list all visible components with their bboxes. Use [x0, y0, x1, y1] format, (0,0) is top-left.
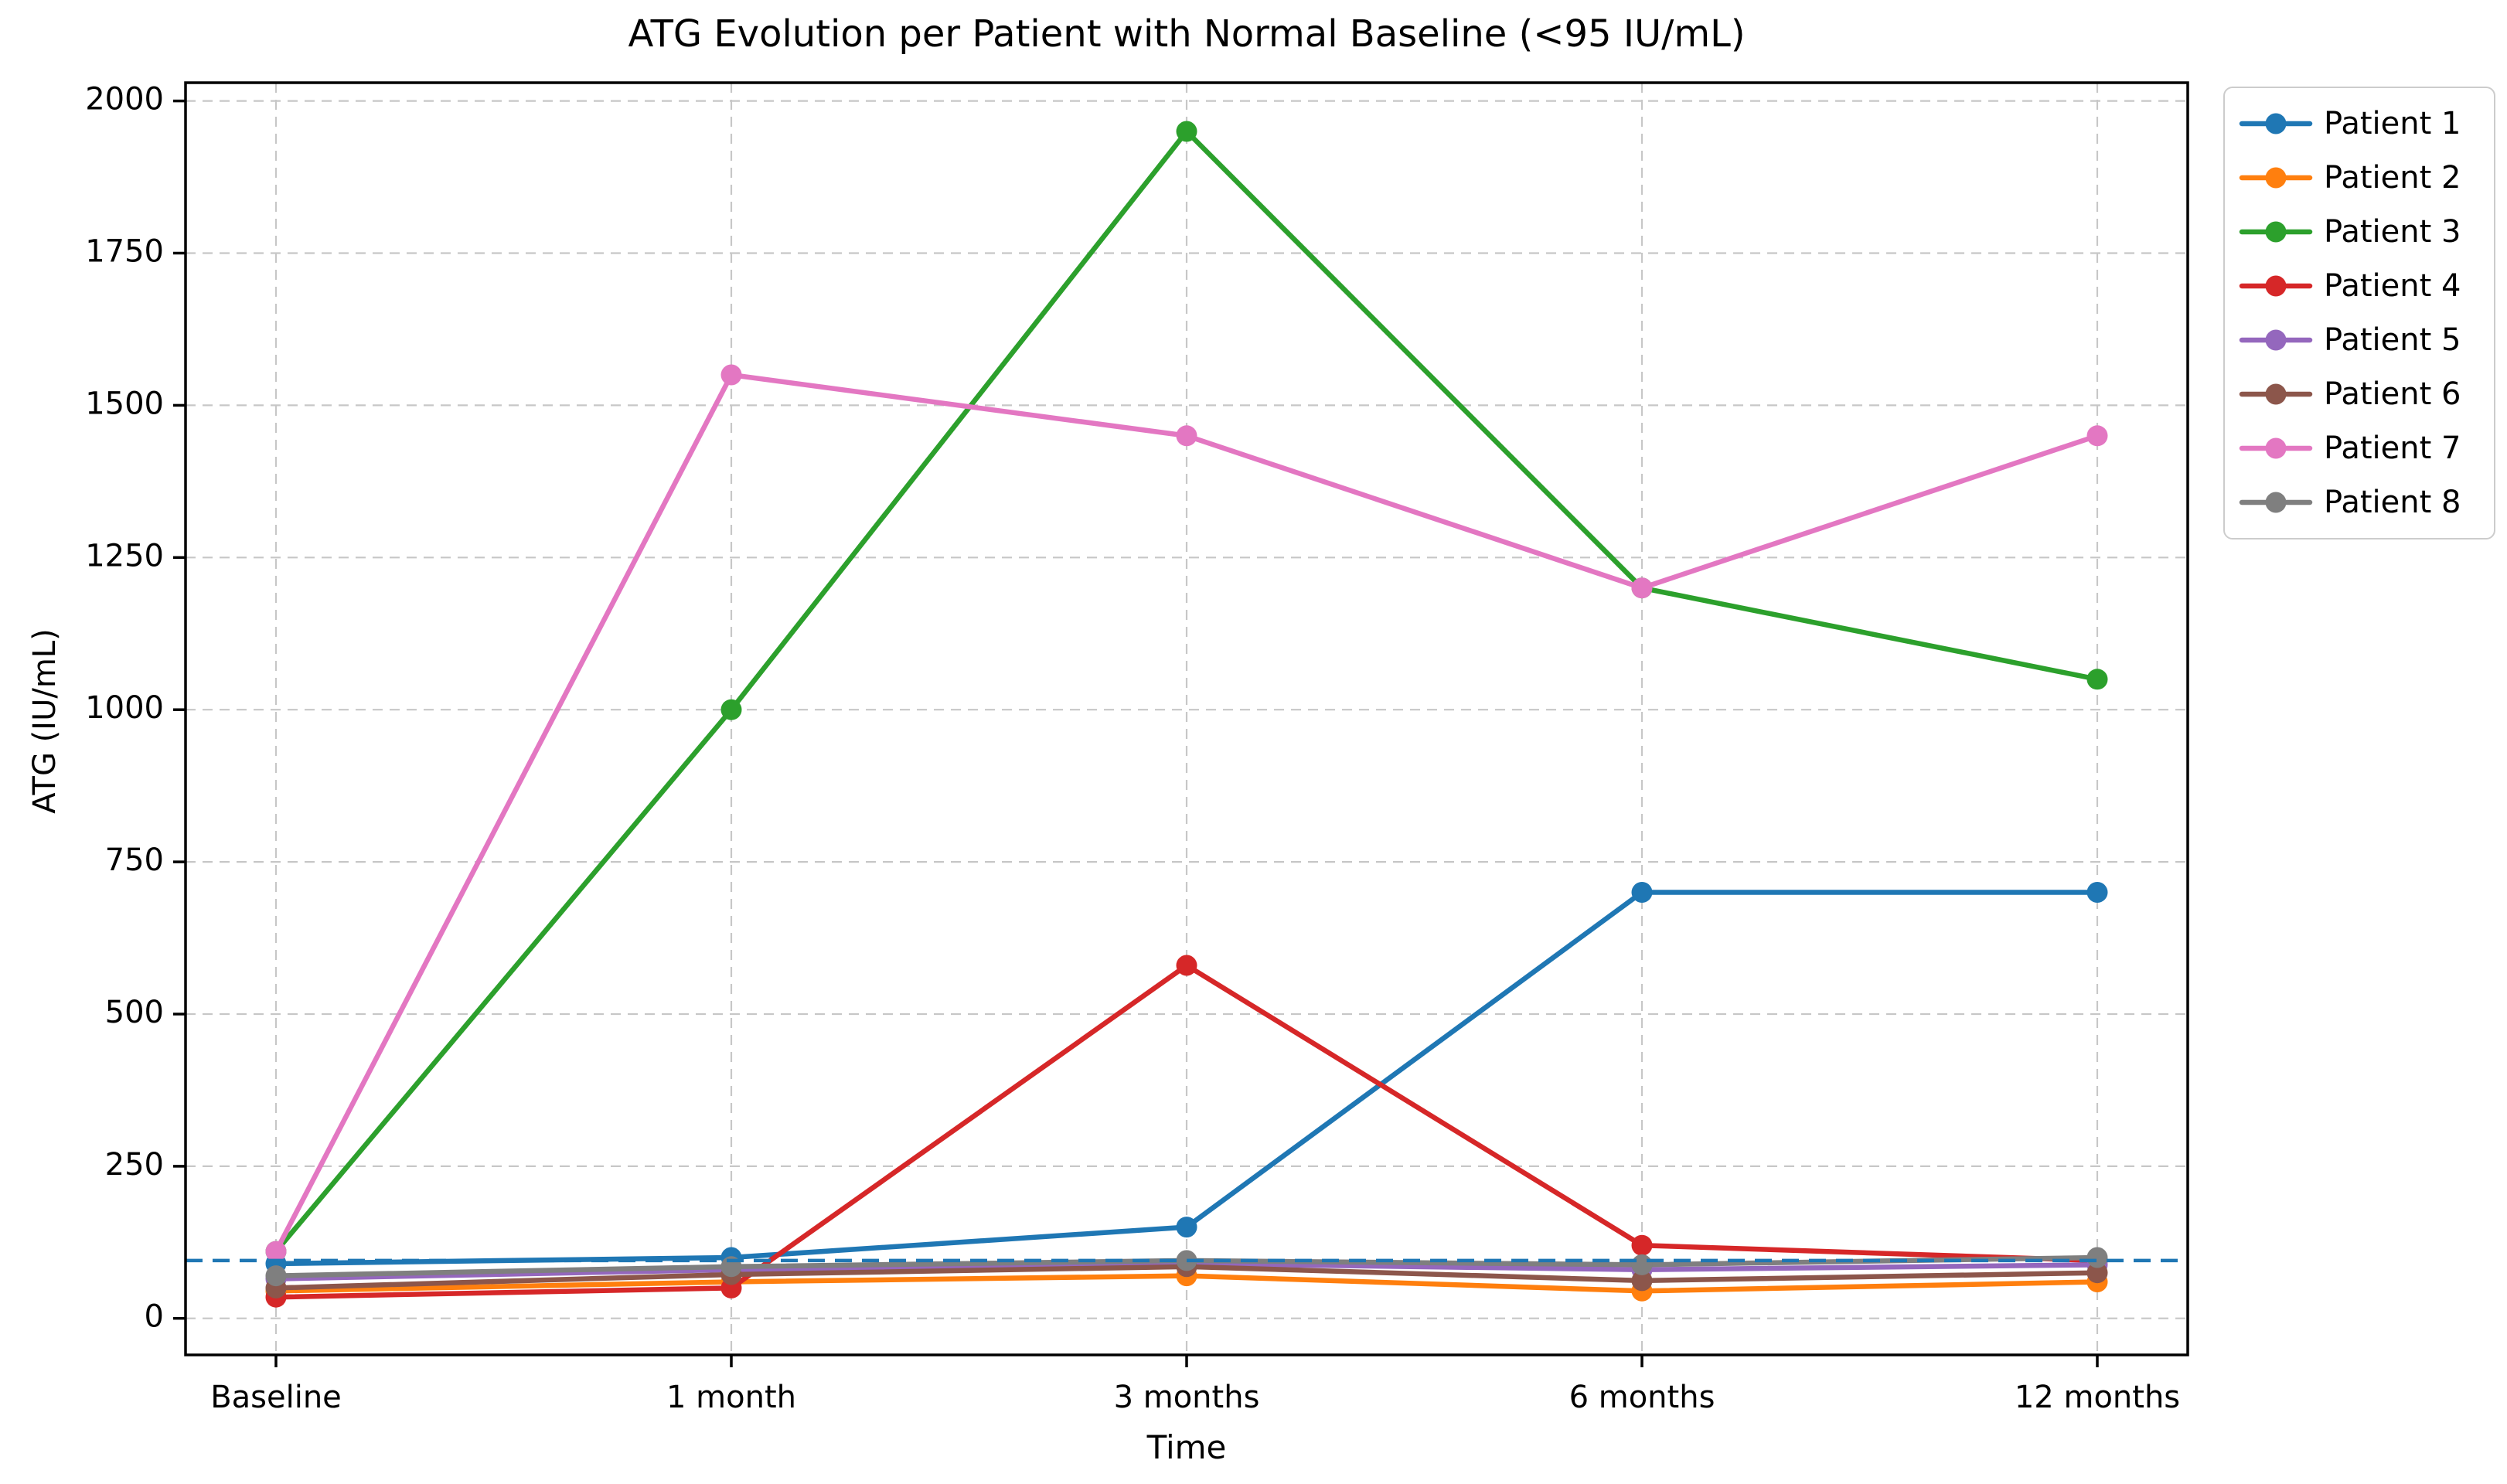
- legend-label: Patient 2: [2324, 160, 2461, 196]
- legend-item-patient-2: Patient 2: [2239, 155, 2480, 201]
- legend-marker-icon: [2239, 383, 2313, 405]
- data-point-marker: [2086, 1247, 2108, 1268]
- data-point-marker: [2086, 425, 2108, 447]
- legend: Patient 1 Patient 2 Patient 3 Patient 4 Pati…: [2223, 87, 2495, 539]
- y-tick-label: 1750: [85, 234, 164, 270]
- data-point-marker: [2086, 882, 2108, 903]
- legend-item-patient-6: Patient 6: [2239, 371, 2480, 417]
- legend-marker-icon: [2239, 275, 2313, 297]
- legend-label: Patient 5: [2324, 322, 2461, 358]
- legend-marker-icon: [2239, 437, 2313, 459]
- legend-marker-icon: [2239, 167, 2313, 189]
- series-line: [273, 128, 2100, 1254]
- x-tick-label: 12 months: [2015, 1380, 2180, 1415]
- x-tick-label: 6 months: [1569, 1380, 1715, 1415]
- legend-label: Patient 6: [2324, 376, 2461, 412]
- legend-label: Patient 8: [2324, 485, 2461, 520]
- y-tick-label: 2000: [85, 82, 164, 117]
- data-point-marker: [1631, 1254, 1653, 1275]
- data-point-marker: [1631, 1270, 1653, 1292]
- legend-label: Patient 7: [2324, 431, 2461, 466]
- y-tick-label: 1500: [85, 386, 164, 421]
- legend-item-patient-1: Patient 1: [2239, 100, 2480, 147]
- legend-item-patient-4: Patient 4: [2239, 263, 2480, 309]
- legend-marker-icon: [2239, 492, 2313, 513]
- legend-item-patient-7: Patient 7: [2239, 425, 2480, 471]
- data-point-marker: [1631, 882, 1653, 903]
- data-point-marker: [1631, 1234, 1653, 1256]
- y-tick-label: 1250: [85, 538, 164, 574]
- x-axis-title: Time: [1146, 1428, 1227, 1466]
- legend-label: Patient 4: [2324, 268, 2461, 304]
- x-tick-label: Baseline: [210, 1380, 342, 1415]
- data-point-marker: [1176, 425, 1197, 447]
- data-point-marker: [1631, 577, 1653, 599]
- legend-label: Patient 1: [2324, 106, 2461, 141]
- y-tick-label: 1000: [85, 690, 164, 726]
- data-point-marker: [265, 1241, 287, 1262]
- gridlines: [186, 83, 2188, 1355]
- data-point-marker: [1176, 1217, 1197, 1238]
- y-tick-label: 500: [105, 995, 164, 1030]
- data-point-marker: [265, 1265, 287, 1287]
- legend-item-patient-5: Patient 5: [2239, 317, 2480, 363]
- y-axis: 0 250 500 750 1000 1250 1500 1750 2000: [85, 82, 186, 1335]
- series-patient-7: [265, 364, 2108, 1262]
- data-point-marker: [2086, 1262, 2108, 1284]
- x-tick-label: 3 months: [1114, 1380, 1260, 1415]
- data-point-marker: [1176, 121, 1197, 142]
- series-line: [273, 372, 2100, 1254]
- legend-marker-icon: [2239, 329, 2313, 351]
- data-point-marker: [720, 364, 742, 386]
- legend-item-patient-3: Patient 3: [2239, 209, 2480, 255]
- legend-label: Patient 3: [2324, 214, 2461, 250]
- x-tick-label: 1 month: [666, 1380, 796, 1415]
- chart-title: ATG Evolution per Patient with Normal Ba…: [628, 12, 1746, 56]
- data-point-marker: [1176, 955, 1197, 976]
- legend-item-patient-8: Patient 8: [2239, 479, 2480, 526]
- data-point-marker: [720, 699, 742, 720]
- data-point-marker: [2086, 669, 2108, 690]
- x-axis: Baseline 1 month 3 months 6 months 12 months: [210, 1355, 2180, 1415]
- y-tick-label: 0: [145, 1299, 164, 1335]
- y-tick-label: 250: [105, 1147, 164, 1183]
- y-tick-label: 750: [105, 842, 164, 878]
- legend-marker-icon: [2239, 113, 2313, 134]
- legend-marker-icon: [2239, 221, 2313, 243]
